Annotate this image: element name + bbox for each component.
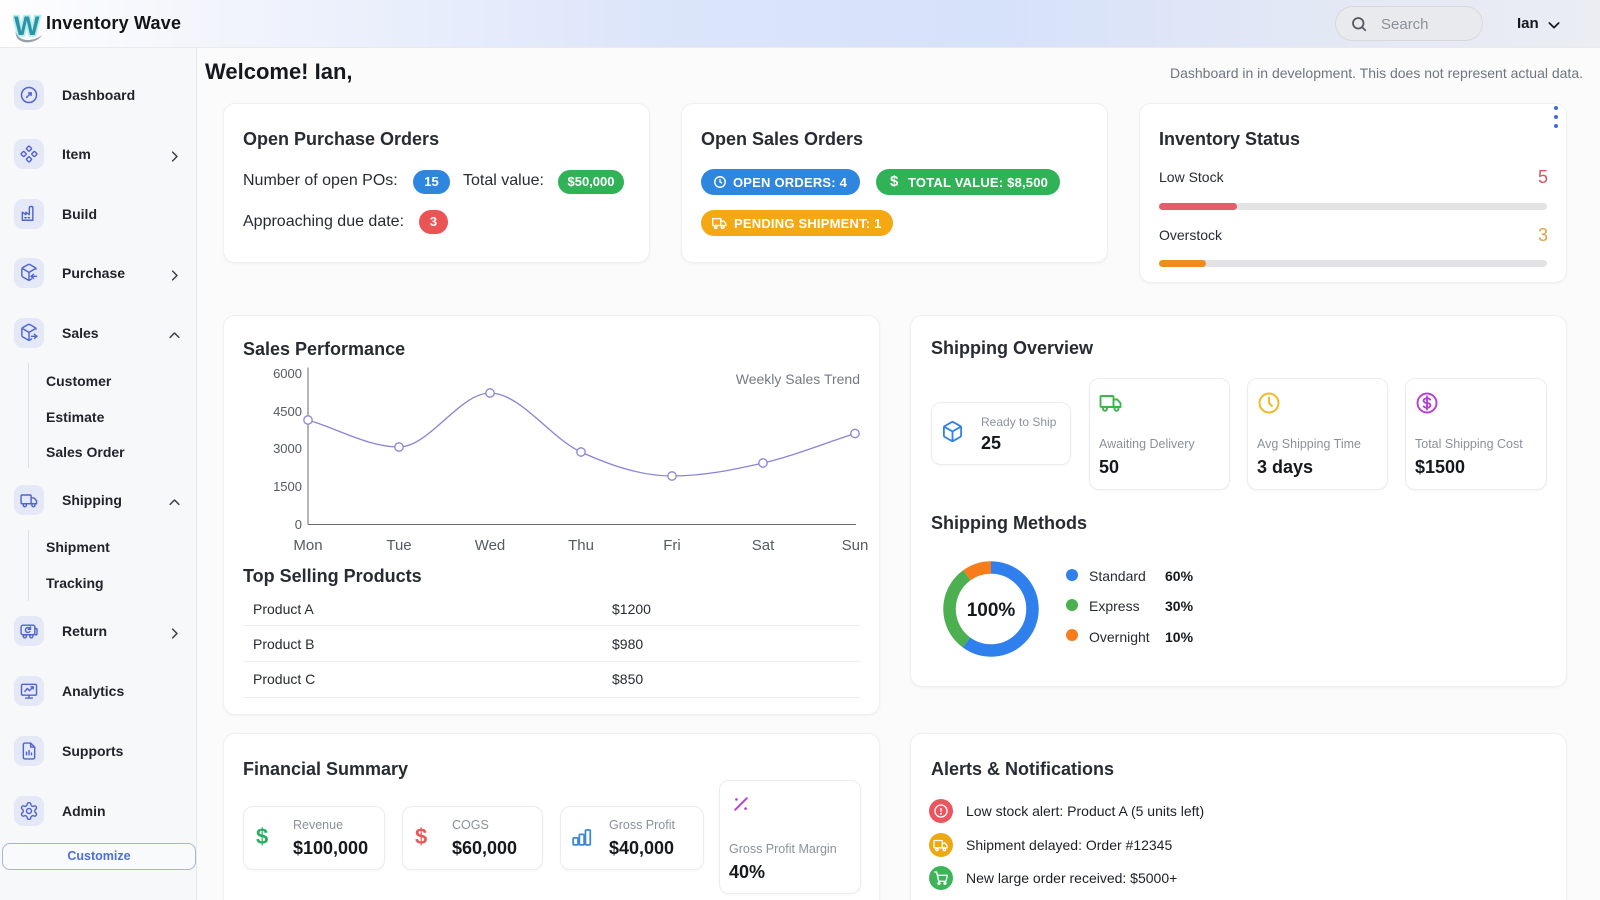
svg-text:Thu: Thu: [568, 537, 594, 554]
svg-text:Mon: Mon: [293, 537, 322, 554]
svg-text:Tue: Tue: [386, 537, 411, 554]
svg-text:0: 0: [295, 517, 302, 532]
svg-text:Wed: Wed: [475, 537, 506, 554]
svg-text:4500: 4500: [273, 404, 302, 419]
svg-text:W: W: [14, 11, 40, 41]
svg-text:3000: 3000: [273, 441, 302, 456]
svg-text:Fri: Fri: [663, 537, 681, 554]
svg-text:1500: 1500: [273, 479, 302, 494]
svg-text:Sun: Sun: [842, 537, 869, 554]
svg-text:6000: 6000: [273, 366, 302, 381]
svg-text:Sat: Sat: [752, 537, 775, 554]
svg-text:100%: 100%: [967, 600, 1016, 621]
